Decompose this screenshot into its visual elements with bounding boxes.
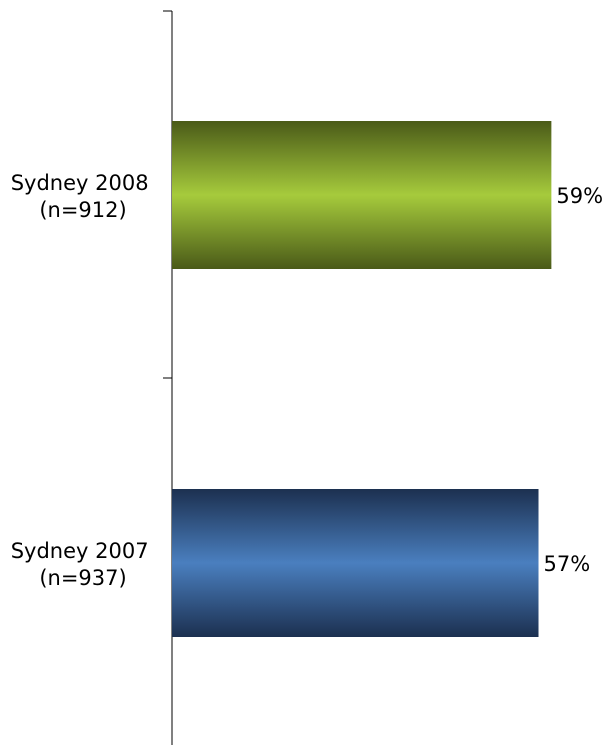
bar-group-sydney-2008: Sydney 2008 (n=912) 59% (11, 121, 603, 269)
category-label-sydney-2008: Sydney 2008 (n=912) (11, 171, 156, 222)
category-label-line1: Sydney 2007 (11, 539, 149, 563)
category-label-line1: Sydney 2008 (11, 171, 149, 195)
category-label-sydney-2007: Sydney 2007 (n=937) (11, 539, 156, 590)
value-label-sydney-2007: 57% (544, 552, 591, 576)
bar-group-sydney-2007: Sydney 2007 (n=937) 57% (11, 489, 590, 637)
value-label-sydney-2008: 59% (556, 184, 603, 208)
bar-sydney-2008 (172, 121, 552, 269)
bar-sydney-2007 (172, 489, 539, 637)
category-label-line2: (n=912) (39, 198, 126, 222)
category-label-line2: (n=937) (39, 566, 126, 590)
